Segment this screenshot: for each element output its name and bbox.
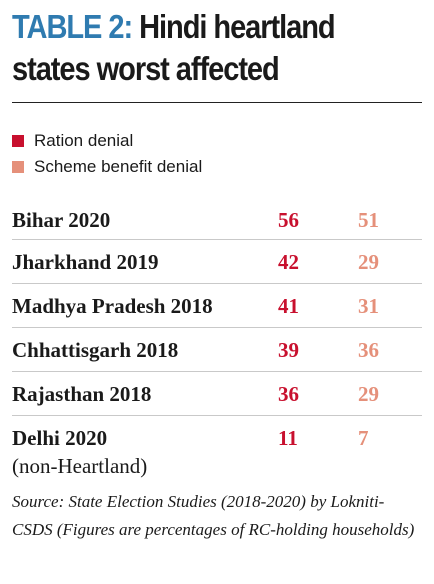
scheme-denial-value: 51 <box>358 208 379 232</box>
legend-label-ration: Ration denial <box>34 131 134 150</box>
table-tag: TABLE 2: <box>12 8 133 45</box>
table-row: Jharkhand 2019 42 29 <box>12 240 422 284</box>
scheme-denial-value: 31 <box>358 294 379 318</box>
state-label: Jharkhand 2019 <box>12 250 159 274</box>
ration-denial-value: 39 <box>278 338 299 362</box>
table-row: Bihar 2020 56 51 <box>12 202 422 240</box>
legend-item-ration: Ration denial <box>12 128 202 154</box>
legend-item-scheme: Scheme benefit denial <box>12 154 202 180</box>
state-label: Madhya Pradesh 2018 <box>12 294 213 318</box>
ration-denial-value: 36 <box>278 382 299 406</box>
state-name: Rajasthan 2018 <box>12 380 278 408</box>
state-label: Rajasthan 2018 <box>12 382 152 406</box>
state-name: Madhya Pradesh 2018 <box>12 292 278 320</box>
scheme-denial-value: 36 <box>358 338 379 362</box>
ration-denial-value: 56 <box>278 208 299 232</box>
table-title: TABLE 2: Hindi heartland states worst af… <box>12 6 373 90</box>
ration-denial-value: 42 <box>278 250 299 274</box>
table-row: Delhi 2020 (non-Heartland) 11 7 <box>12 416 422 480</box>
state-label: Chhattisgarh 2018 <box>12 338 179 362</box>
legend-swatch-ration <box>12 135 24 147</box>
ration-denial-value: 11 <box>278 426 298 450</box>
state-name: Delhi 2020 (non-Heartland) <box>12 424 278 480</box>
state-name: Bihar 2020 <box>12 206 278 234</box>
title-divider <box>12 102 422 103</box>
data-table: Bihar 2020 56 51 Jharkhand 2019 42 29 Madhya P… <box>12 202 422 480</box>
state-label: Bihar 2020 <box>12 208 111 232</box>
table-row: Chhattisgarh 2018 39 36 <box>12 328 422 372</box>
state-name: Chhattisgarh 2018 <box>12 336 278 364</box>
title-line-1: TABLE 2: Hindi heartland <box>12 6 373 48</box>
scheme-denial-value: 29 <box>358 250 379 274</box>
state-label: Delhi 2020 <box>12 426 108 450</box>
legend: Ration denial Scheme benefit denial <box>12 128 202 180</box>
table-row: Rajasthan 2018 36 29 <box>12 372 422 416</box>
state-name: Jharkhand 2019 <box>12 248 278 276</box>
scheme-denial-value: 7 <box>358 426 369 450</box>
table-row: Madhya Pradesh 2018 41 31 <box>12 284 422 328</box>
source-note: Source: State Election Studies (2018-202… <box>12 492 415 539</box>
title-line-2: states worst affected <box>12 50 280 87</box>
legend-label-scheme: Scheme benefit denial <box>34 157 203 176</box>
title-text-1: Hindi heartland <box>139 8 336 45</box>
ration-denial-value: 41 <box>278 294 299 318</box>
scheme-denial-value: 29 <box>358 382 379 406</box>
legend-swatch-scheme <box>12 161 24 173</box>
state-sublabel: (non-Heartland) <box>12 454 148 478</box>
